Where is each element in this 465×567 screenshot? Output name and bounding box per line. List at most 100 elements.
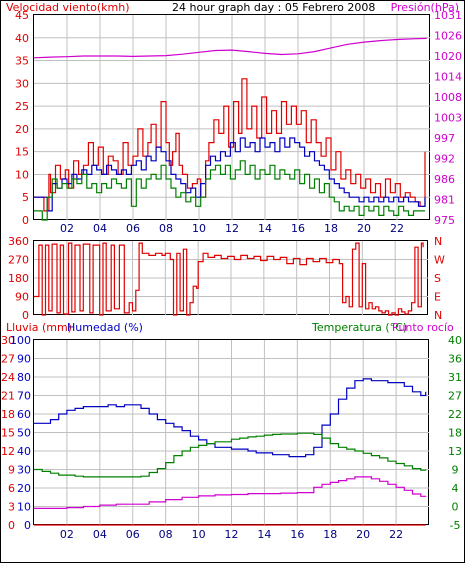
rain-tick: 21 [1, 390, 15, 403]
direction-degree-tick: 270 [8, 254, 29, 267]
temperature-tick: 0 [452, 501, 459, 514]
series-wind_min [34, 160, 425, 221]
rain-axis: 0 3 6 9 12 15 18 21 24 27 30 [1, 334, 15, 532]
hour-tick: 14 [257, 528, 271, 541]
temperature-tick: 31 [448, 371, 462, 384]
humidity-tick: 40 [17, 445, 31, 458]
temperature-tick: 13 [448, 445, 462, 458]
wind-hour-axis: 02 04 06 08 10 12 14 16 18 20 22 [60, 222, 404, 235]
hour-tick: 12 [225, 222, 239, 235]
wind-speed-tick: 20 [15, 123, 29, 136]
wind-speed-tick: 25 [15, 100, 29, 113]
humidity-tick: 70 [17, 390, 31, 403]
temperature-tick: 4 [452, 482, 459, 495]
series-temperature [34, 432, 427, 478]
series-direction [34, 242, 424, 316]
pressure-tick: 1003 [434, 112, 462, 125]
pressure-tick: 1020 [434, 50, 462, 63]
wind-speed-tick: 40 [15, 32, 29, 45]
pressure-title: Presión(hPa) [391, 1, 459, 14]
direction-degree-tick: 0 [22, 309, 29, 322]
temperature-tick: 22 [448, 408, 462, 421]
direction-compass-tick: E [434, 291, 441, 304]
wind-speed-tick: 5 [22, 191, 29, 204]
rain-tick: 18 [1, 408, 15, 421]
hour-tick: 16 [291, 222, 305, 235]
temperature-tick: 36 [448, 353, 462, 366]
series-humidity [34, 378, 427, 458]
wind-speed-tick: 35 [15, 55, 29, 68]
direction-degree-tick: 360 [8, 235, 29, 248]
wind-speed-axis: 0 5 10 15 20 25 30 35 40 45 [15, 9, 29, 227]
hour-tick: 04 [93, 528, 107, 541]
wind-speed-tick: 15 [15, 146, 29, 159]
wind-speed-tick: 45 [15, 9, 29, 22]
direction-panel-series [34, 242, 424, 316]
hour-tick: 22 [389, 528, 403, 541]
hour-tick: 04 [93, 222, 107, 235]
humidity-tick: 90 [17, 353, 31, 366]
rain-tick: 15 [1, 427, 15, 440]
hour-tick: 06 [126, 222, 140, 235]
hour-tick: 02 [60, 222, 74, 235]
hour-tick: 14 [258, 222, 272, 235]
temperature-tick: 9 [452, 464, 459, 477]
wind-speed-tick: 0 [22, 214, 29, 227]
hour-tick: 16 [290, 528, 304, 541]
humidity-tick: 0 [24, 519, 31, 532]
lower-panel-series [34, 378, 427, 526]
direction-compass-tick: N [434, 235, 442, 248]
hour-tick: 08 [159, 222, 173, 235]
series-gust [34, 78, 426, 212]
wind-speed-tick: 10 [15, 168, 29, 181]
pressure-tick: 986 [434, 173, 455, 186]
rain-tick: 6 [8, 482, 15, 495]
hour-tick: 20 [357, 222, 371, 235]
humidity-axis-title: Humedad (%) [67, 321, 143, 334]
rain-tick: 30 [1, 334, 15, 347]
wind-pressure-panel: 0 5 10 15 20 25 30 35 40 45 975 981 986 992 997 1003 10… [15, 9, 462, 235]
direction-degree-tick: 180 [8, 272, 29, 285]
pressure-tick: 981 [434, 194, 455, 207]
wind-panel-series [33, 37, 427, 221]
rain-tick: 3 [8, 501, 15, 514]
humidity-tick: 60 [17, 408, 31, 421]
temperature-axis-title: Temperatura (°C) [311, 321, 407, 334]
rain-tick: 27 [1, 353, 15, 366]
temperature-tick: 18 [448, 427, 462, 440]
humidity-tick: 10 [17, 501, 31, 514]
rain-axis-title: Lluvia (mm) [6, 321, 72, 334]
hour-tick: 18 [323, 528, 337, 541]
hour-tick: 22 [390, 222, 404, 235]
hour-tick: 10 [192, 528, 206, 541]
series-wind_avg [34, 137, 426, 212]
rain-tick: 12 [1, 445, 15, 458]
rain-tick: 0 [8, 519, 15, 532]
graph-date-title: 24 hour graph day : 05 Febrero 2008 [172, 1, 375, 14]
series-dewpoint [34, 476, 427, 509]
humidity-tick: 30 [17, 464, 31, 477]
direction-compass-tick: W [434, 254, 445, 267]
pressure-tick: 1014 [434, 71, 462, 84]
hour-tick: 06 [126, 528, 140, 541]
lower-panel-grid [34, 340, 429, 525]
humidity-tick: 100 [10, 334, 31, 347]
pressure-axis: 975 981 986 992 997 1003 1008 1014 1020 1026 1031 [434, 9, 462, 227]
direction-degree-tick: 90 [15, 291, 29, 304]
hour-tick: 10 [192, 222, 206, 235]
pressure-tick: 1031 [434, 9, 462, 22]
temperature-tick: 40 [448, 334, 462, 347]
temperature-tick: 27 [448, 390, 462, 403]
direction-compass-tick: N [434, 309, 442, 322]
pressure-tick: 1026 [434, 30, 462, 43]
pressure-tick: 997 [434, 132, 455, 145]
wind-speed-title: Velocidad viento(kmh) [6, 1, 130, 14]
wind-speed-tick: 30 [15, 77, 29, 90]
temperature-axis: -5 0 4 9 13 18 22 27 31 36 40 [448, 334, 462, 532]
